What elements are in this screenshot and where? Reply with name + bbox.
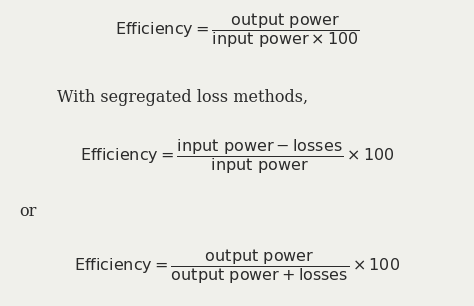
Text: $\mathrm{Efficiency} = \dfrac{\mathrm{output\ power}}{\mathrm{input\ power} \tim: $\mathrm{Efficiency} = \dfrac{\mathrm{ou… xyxy=(115,11,359,50)
Text: $\mathrm{Efficiency} = \dfrac{\mathrm{output\ power}}{\mathrm{output\ power} + \: $\mathrm{Efficiency} = \dfrac{\mathrm{ou… xyxy=(74,247,400,286)
Text: or: or xyxy=(19,203,36,220)
Text: With segregated loss methods,: With segregated loss methods, xyxy=(57,89,308,106)
Text: $\mathrm{Efficiency} = \dfrac{\mathrm{input\ power} - \mathrm{losses}}{\mathrm{i: $\mathrm{Efficiency} = \dfrac{\mathrm{in… xyxy=(80,136,394,176)
